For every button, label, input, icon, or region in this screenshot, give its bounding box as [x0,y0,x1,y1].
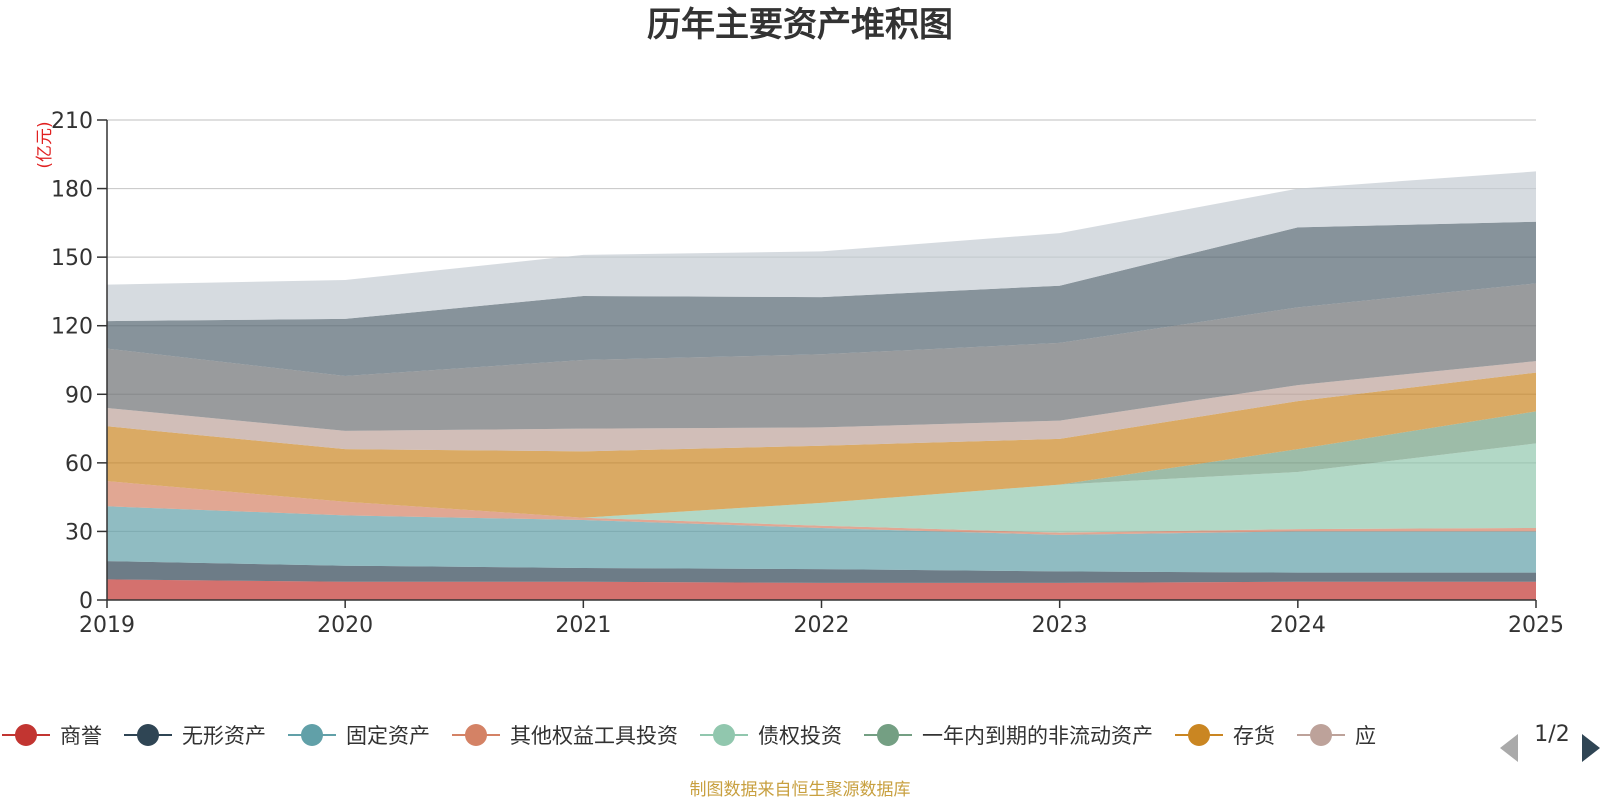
area-series-3[interactable] [107,481,1536,535]
legend-marker-icon [137,724,159,746]
y-tick-label-150: 150 [51,246,93,271]
legend-label: 存货 [1233,724,1275,748]
y-tick-label-180: 180 [51,178,93,203]
legend-item-4[interactable]: 债权投资 [700,724,842,748]
x-tick-label-2021: 2021 [555,613,611,638]
area-series-group [107,171,1536,600]
legend-item-5[interactable]: 一年内到期的非流动资产 [864,724,1153,748]
x-tick-label-2022: 2022 [794,613,850,638]
x-tick-label-2023: 2023 [1032,613,1088,638]
y-tick-label-120: 120 [51,315,93,340]
y-tick-label-210: 210 [51,109,93,134]
y-tick-label-30: 30 [65,520,93,545]
area-series-2[interactable] [107,506,1536,573]
x-tick-label-2019: 2019 [79,613,135,638]
area-series-8[interactable] [107,283,1536,431]
axes: 0 30 60 90 120 150 180 210 2019 2020 2021 2022 2023 2… [51,109,1564,638]
area-series-7[interactable] [107,361,1536,452]
legend-next-arrow-icon[interactable] [1582,734,1600,762]
legend-marker-icon [465,724,487,746]
legend-label: 应 [1355,724,1376,748]
area-series-5[interactable] [107,411,1536,518]
x-tick-label-2020: 2020 [317,613,373,638]
legend-item-7[interactable]: 应 [1297,724,1376,748]
y-tick-label-0: 0 [79,589,93,614]
legend-label: 债权投资 [758,724,842,748]
legend-item-2[interactable]: 固定资产 [288,724,430,748]
x-tick-label-2025: 2025 [1508,613,1564,638]
legend-marker-icon [877,724,899,746]
legend-page-indicator: 1/2 [1534,722,1569,747]
area-series-0[interactable] [107,579,1536,600]
area-series-9[interactable] [107,221,1536,376]
legend-marker-icon [1310,724,1332,746]
legend-label: 一年内到期的非流动资产 [922,724,1153,748]
area-series-4[interactable] [107,443,1536,533]
y-axis-unit-label: (亿元) [35,121,55,168]
legend-marker-icon [1188,724,1210,746]
legend-label: 无形资产 [182,724,266,748]
y-tick-label-60: 60 [65,452,93,477]
legend-label: 固定资产 [346,724,430,748]
data-source-note: 制图数据来自恒生聚源数据库 [690,780,911,800]
chart-title: 历年主要资产堆积图 [647,5,953,45]
area-series-1[interactable] [107,561,1536,583]
legend-prev-arrow-icon[interactable] [1500,734,1518,762]
x-tick-label-2024: 2024 [1270,613,1326,638]
legend-item-1[interactable]: 无形资产 [124,724,266,748]
legend: 商誉 无形资产 固定资产 其他权益工具投资 债权投资 一年内到期的非流动资产 存货 应 [2,724,1376,748]
legend-item-0[interactable]: 商誉 [2,724,102,748]
legend-items: 商誉 无形资产 固定资产 其他权益工具投资 债权投资 一年内到期的非流动资产 存货 应 [2,724,1376,748]
legend-marker-icon [713,724,735,746]
legend-label: 其他权益工具投资 [510,724,678,748]
legend-marker-icon [301,724,323,746]
area-series-10[interactable] [107,171,1536,322]
y-tick-label-90: 90 [65,383,93,408]
legend-item-3[interactable]: 其他权益工具投资 [452,724,678,748]
legend-marker-icon [15,724,37,746]
legend-item-6[interactable]: 存货 [1175,724,1275,748]
area-series-6[interactable] [107,372,1536,518]
legend-label: 商誉 [60,724,102,748]
